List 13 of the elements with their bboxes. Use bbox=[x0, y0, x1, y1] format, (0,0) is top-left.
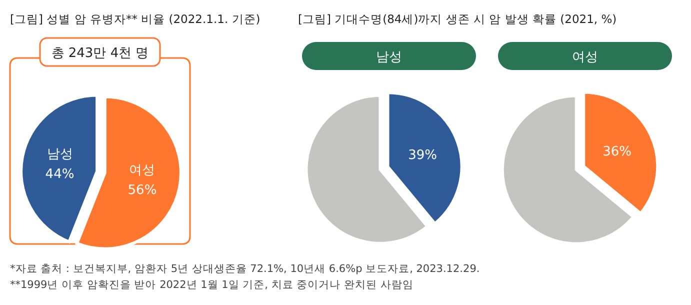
chart-subtitle: 총 243만 4천 명 bbox=[51, 46, 149, 61]
chart-title: [그림] 기대수명(84세)까지 생존 시 암 발생 확률 (2021, %) bbox=[298, 12, 617, 26]
data-label: 36% bbox=[602, 144, 632, 160]
slice-label: 여성 bbox=[129, 162, 156, 178]
slice-label: 남성 bbox=[46, 147, 73, 162]
data-label: 39% bbox=[408, 148, 438, 164]
chart-title: [그림] 성별 암 유병자** 비율 (2022.1.1. 기준) bbox=[10, 12, 260, 26]
data-label: 56% bbox=[128, 182, 157, 198]
text: **1999년 이후 암확진을 받아 2022년 1월 1일 기준, 치료 중이거나 완치된 사람임 bbox=[10, 279, 414, 291]
text: *자료 출처 : 보건복지부, 암환자 5년 상대생존율 72.1%, 10년새 6.6%p 보도자료, 2023.12.29. bbox=[10, 263, 480, 275]
chart-subtitle: 여성 bbox=[572, 50, 598, 65]
chart-subtitle: 남성 bbox=[376, 50, 402, 65]
data-label: 44% bbox=[45, 167, 74, 182]
